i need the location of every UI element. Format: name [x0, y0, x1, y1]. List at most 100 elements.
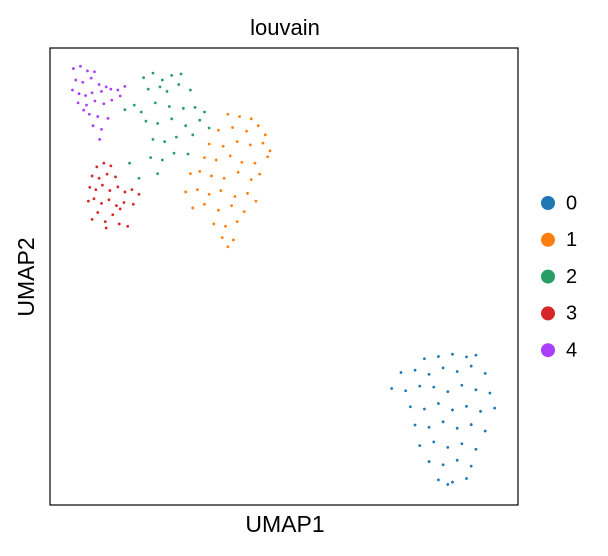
point: [469, 364, 473, 368]
point: [146, 87, 150, 91]
point: [174, 135, 178, 139]
point: [151, 138, 155, 141]
point: [217, 208, 220, 212]
point: [226, 112, 230, 116]
point: [123, 84, 127, 88]
point: [128, 161, 131, 165]
legend-marker: [541, 343, 555, 358]
point: [437, 478, 440, 482]
point: [123, 108, 127, 112]
point: [94, 188, 98, 192]
point: [115, 204, 118, 208]
point: [408, 405, 412, 409]
point: [235, 140, 239, 144]
point: [246, 191, 249, 195]
point: [221, 144, 225, 148]
point: [483, 429, 487, 433]
point: [460, 442, 464, 446]
point: [84, 94, 87, 97]
point: [226, 245, 230, 249]
point: [118, 207, 122, 211]
point: [92, 197, 96, 201]
point: [110, 98, 114, 102]
point: [413, 423, 417, 427]
legend-label: 4: [566, 339, 577, 361]
point: [172, 151, 176, 155]
point: [220, 236, 224, 240]
point: [238, 115, 241, 118]
point: [85, 103, 88, 107]
point: [91, 124, 95, 128]
point: [207, 192, 211, 196]
point: [493, 406, 496, 410]
point: [97, 176, 101, 180]
point: [427, 425, 431, 429]
point: [144, 119, 148, 123]
point: [469, 464, 473, 468]
point: [156, 172, 160, 176]
point: [233, 195, 237, 198]
point: [212, 222, 216, 226]
point: [230, 204, 233, 208]
point: [109, 87, 113, 91]
point: [93, 99, 97, 103]
legend-label: 1: [566, 229, 577, 251]
point: [245, 129, 248, 133]
point: [103, 220, 107, 224]
point: [101, 183, 104, 187]
point: [126, 224, 130, 228]
point: [465, 404, 468, 408]
point: [423, 357, 426, 361]
point: [258, 172, 262, 176]
point: [109, 164, 113, 168]
legend-marker: [541, 196, 555, 210]
point: [89, 76, 93, 80]
point: [88, 185, 92, 189]
point: [71, 88, 74, 92]
point: [179, 72, 183, 76]
point: [139, 110, 143, 114]
point: [97, 83, 101, 86]
point: [465, 355, 468, 359]
point: [81, 80, 85, 84]
point: [123, 190, 127, 194]
point: [203, 156, 206, 160]
point: [117, 222, 121, 226]
point: [137, 176, 141, 180]
point: [77, 92, 81, 96]
point: [203, 202, 206, 206]
point: [474, 447, 478, 451]
point: [153, 101, 157, 105]
point: [266, 155, 270, 159]
point: [118, 94, 122, 98]
point: [455, 458, 459, 462]
point: [254, 199, 258, 203]
point: [432, 385, 436, 389]
point: [151, 71, 155, 75]
point: [86, 69, 89, 73]
point: [196, 188, 199, 192]
point: [189, 172, 192, 176]
point: [437, 355, 440, 358]
point: [441, 463, 445, 467]
point: [432, 440, 436, 444]
point: [451, 480, 454, 484]
point: [96, 211, 100, 214]
point: [214, 158, 218, 162]
point: [86, 199, 90, 203]
point: [210, 174, 213, 178]
point: [198, 169, 202, 173]
point: [142, 76, 146, 80]
point: [193, 106, 197, 109]
point: [236, 170, 240, 174]
point: [235, 220, 239, 224]
legend-marker: [541, 306, 555, 321]
point: [404, 389, 408, 393]
point: [170, 117, 174, 121]
point: [437, 402, 440, 405]
point: [177, 83, 181, 86]
point: [137, 192, 141, 196]
point: [451, 352, 454, 356]
point: [114, 175, 117, 179]
